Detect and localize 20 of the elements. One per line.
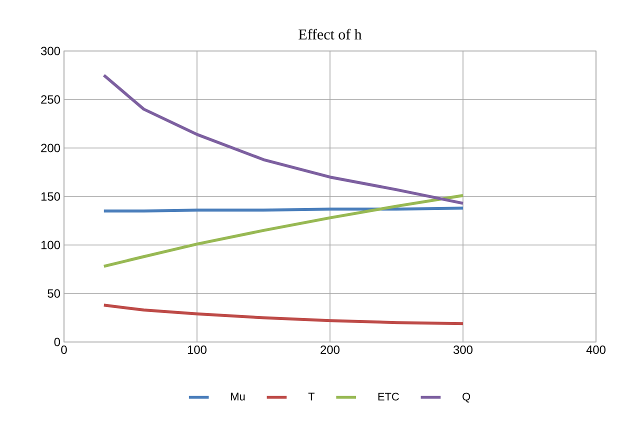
legend-label: ETC [378, 392, 399, 401]
legend-label: Q [462, 392, 470, 402]
line-series [102, 304, 464, 326]
x-tick-label: 400 [586, 346, 606, 354]
x-tick-label: 0 [61, 346, 67, 354]
chart-title: Effect of h [298, 28, 362, 40]
x-tick-label: 300 [453, 346, 473, 354]
x-tick-label: 200 [320, 346, 340, 354]
y-tick-label: 0 [54, 338, 60, 346]
legend-label: T [308, 392, 315, 400]
y-tick-label: 100 [41, 240, 60, 250]
y-tick-label: 150 [41, 192, 60, 201]
y-tick-label: 50 [48, 289, 60, 298]
x-tick-label: 100 [188, 346, 207, 354]
line-series [102, 74, 464, 205]
line-series [102, 194, 464, 268]
y-tick-label: 300 [40, 46, 60, 56]
y-tick-label: 250 [41, 95, 60, 104]
y-tick-label: 200 [41, 144, 60, 152]
legend-label: Mu [231, 392, 245, 400]
